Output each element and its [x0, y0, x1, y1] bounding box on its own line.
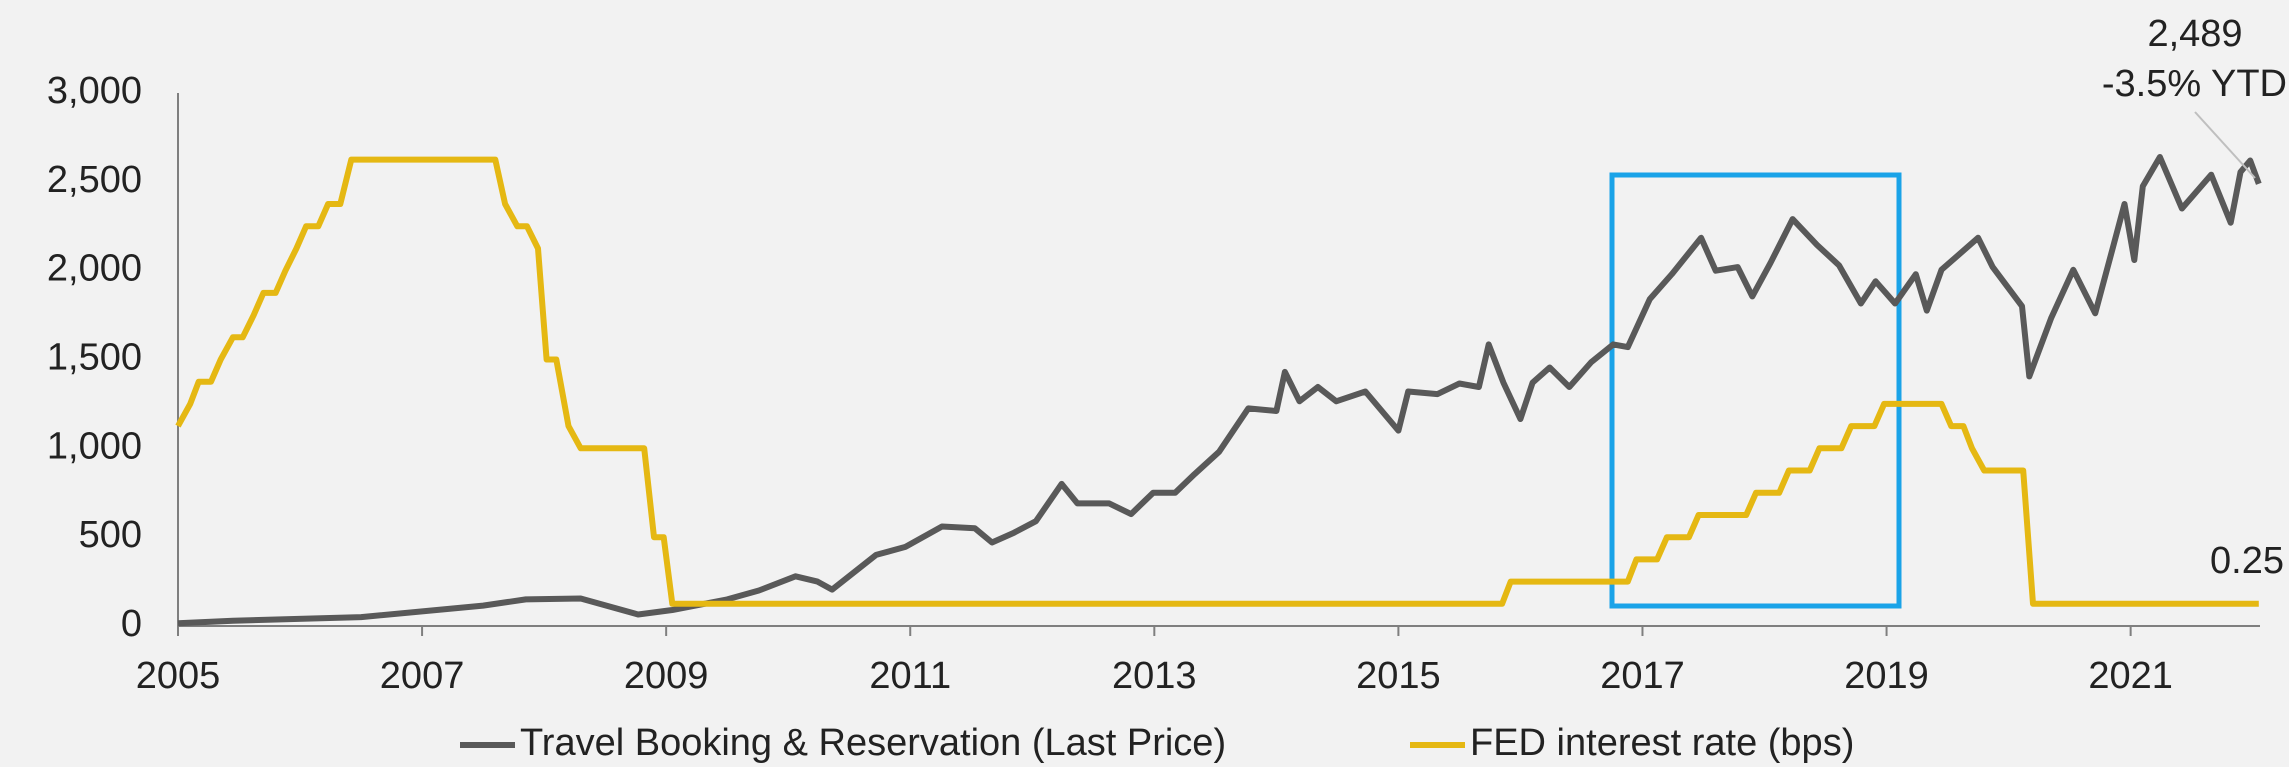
annotation: 0.25 [2210, 540, 2284, 582]
x-tick-label: 2017 [1600, 655, 1685, 697]
y-tick-label: 2,000 [47, 248, 142, 290]
x-tick-label: 2013 [1112, 655, 1197, 697]
highlight-box [1609, 172, 1902, 609]
series-line [177, 154, 2262, 627]
x-tick-label: 2021 [2088, 655, 2173, 697]
x-tick-label: 2015 [1356, 655, 1441, 697]
y-tick-label: 2,500 [47, 159, 142, 201]
y-tick-label: 0 [121, 603, 142, 645]
x-tick-label: 2005 [136, 655, 221, 697]
annotation: -3.5% YTD [2102, 63, 2287, 105]
x-tick-label: 2019 [1844, 655, 1929, 697]
x-tick-label: 2007 [380, 655, 465, 697]
y-tick-label: 3,000 [47, 70, 142, 112]
annotation: 2,489 [2147, 13, 2242, 55]
legend-label: Travel Booking & Reservation (Last Price… [520, 722, 1226, 764]
x-tick-label: 2011 [869, 655, 951, 697]
y-tick-label: 1,000 [47, 425, 142, 467]
y-tick-label: 500 [79, 514, 142, 556]
x-tick-label: 2009 [624, 655, 709, 697]
y-tick-label: 1,500 [47, 337, 142, 379]
series-line [175, 156, 2259, 607]
annotation-leader [2194, 111, 2256, 179]
legend-label: FED interest rate (bps) [1470, 722, 1854, 764]
